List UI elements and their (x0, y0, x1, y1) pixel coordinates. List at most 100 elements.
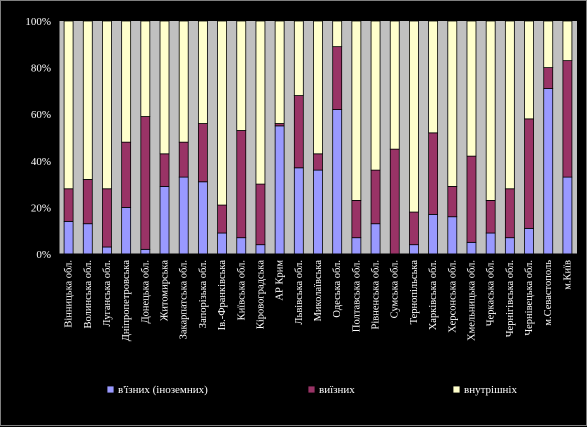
bar-segment-3-19 (409, 20, 419, 213)
bar-segment-2-26 (543, 67, 554, 89)
bar-segment-2-21 (447, 186, 458, 218)
bar-segment-1-14 (313, 169, 323, 255)
y-tick-label: 80% (31, 63, 51, 75)
bar-segment-3-21 (447, 20, 458, 187)
bar-segment-1-13 (293, 167, 304, 255)
x-category-label: Житомирська (160, 260, 171, 321)
bar-segment-3-1 (63, 20, 74, 190)
bar-segment-1-4 (121, 206, 132, 255)
bar-segment-1-25 (524, 227, 534, 255)
bar-segment-1-8 (197, 181, 208, 255)
x-category-label: Запорізька обл. (198, 260, 209, 328)
x-category-label: Закарпатська обл. (179, 260, 190, 339)
bar-segment-1-24 (504, 237, 515, 255)
bar-segment-3-15 (332, 20, 343, 48)
x-category-label: АР Крим (275, 260, 286, 301)
bar-segment-2-11 (255, 183, 266, 246)
x-category-label: м.Севастополь (543, 260, 554, 326)
bar-segment-2-19 (409, 211, 419, 246)
bar-segment-1-5 (140, 248, 151, 255)
bar-segment-1-3 (102, 246, 112, 255)
bar-segment-1-27 (562, 176, 573, 255)
bar-segment-2-17 (370, 169, 381, 225)
bar-segment-1-7 (178, 176, 189, 255)
legend: в'їзних (іноземних) виїзних внутрішніх (106, 384, 517, 396)
bar-segment-3-3 (102, 20, 112, 190)
bar-segment-2-5 (140, 116, 151, 250)
bar-segment-1-10 (236, 237, 247, 255)
bar-segment-3-11 (255, 20, 266, 185)
bar-segment-1-1 (63, 220, 74, 255)
y-tick-label: 60% (31, 109, 51, 121)
x-category-label: Полтавська обл. (351, 260, 362, 332)
x-category-label: Херсонська обл. (447, 260, 458, 333)
bar-segment-3-27 (562, 20, 573, 62)
bar-segment-3-10 (236, 20, 247, 131)
bar-segment-2-10 (236, 130, 247, 239)
x-category-label: Вінницька обл. (64, 260, 75, 328)
legend-label: в'їзних (іноземних) (118, 384, 208, 396)
bar-segment-3-6 (159, 20, 170, 155)
bar-segment-2-22 (466, 155, 477, 243)
bar-segment-2-3 (102, 188, 112, 248)
bar-segment-3-20 (428, 20, 439, 134)
bar-segment-1-16 (351, 237, 362, 255)
x-category-label: Донецька обл. (140, 260, 151, 324)
bar-segment-1-21 (447, 216, 458, 255)
bar-segment-2-2 (82, 179, 93, 225)
bar-segment-3-25 (524, 20, 534, 120)
bar-segment-1-12 (274, 125, 285, 255)
bar-segment-3-13 (293, 20, 304, 96)
legend-swatch (452, 385, 461, 394)
x-category-label: Черкаська обл. (486, 260, 497, 326)
bar-segment-2-6 (159, 153, 170, 187)
bar-segment-3-17 (370, 20, 381, 171)
x-category-label: Одеська обл. (332, 260, 343, 318)
bar-segment-2-4 (121, 141, 132, 208)
bar-segment-2-8 (197, 123, 208, 183)
x-category-label: Дніпропетровська (121, 260, 132, 342)
legend-swatch (307, 385, 316, 394)
bar-segment-2-14 (313, 153, 323, 171)
bar-segment-1-6 (159, 186, 170, 255)
legend-label: внутрішніх (464, 384, 517, 396)
y-axis-ticks: 0% 20% 40% 60% 80% 100% (25, 16, 59, 261)
bar-segment-2-20 (428, 132, 439, 215)
bar-segment-1-26 (543, 88, 554, 255)
bars-group (63, 20, 573, 255)
x-category-label: Хмельницька обл. (466, 260, 477, 341)
bar-segment-2-1 (63, 188, 74, 222)
bar-segment-3-26 (543, 20, 554, 68)
x-category-label: Тернопільська (409, 260, 420, 325)
bar-segment-2-25 (524, 118, 534, 229)
bar-segment-1-9 (217, 232, 227, 255)
x-category-label: Кіровоградська (255, 260, 266, 330)
x-category-label: Харківська обл. (428, 260, 439, 330)
x-category-label: Миколаївська (313, 260, 324, 322)
y-tick-label: 0% (36, 249, 51, 261)
bar-segment-2-15 (332, 46, 343, 110)
bar-segment-1-15 (332, 109, 343, 255)
bar-segment-1-11 (255, 244, 266, 255)
bar-segment-3-4 (121, 20, 132, 143)
legend-label: виїзних (319, 384, 355, 396)
y-tick-label: 100% (25, 16, 51, 28)
bar-segment-1-17 (370, 223, 381, 255)
x-category-label: м.Київ (562, 260, 573, 290)
bar-segment-2-27 (562, 60, 573, 178)
x-category-label: Чернігівська обл. (505, 260, 516, 337)
x-category-label: Львівська обл. (294, 260, 305, 325)
bar-segment-2-16 (351, 200, 362, 239)
bar-segment-2-13 (293, 95, 304, 169)
x-category-label: Рівненська обл. (371, 260, 382, 330)
bar-segment-1-2 (82, 223, 93, 255)
bar-segment-3-7 (178, 20, 189, 143)
bar-segment-3-24 (504, 20, 515, 190)
x-category-label: Сумська обл. (390, 260, 401, 318)
bar-segment-1-23 (485, 232, 496, 255)
x-category-label: Луганська обл. (102, 260, 113, 327)
bar-segment-3-5 (140, 20, 151, 117)
bar-segment-2-24 (504, 188, 515, 239)
legend-swatch (106, 385, 115, 394)
